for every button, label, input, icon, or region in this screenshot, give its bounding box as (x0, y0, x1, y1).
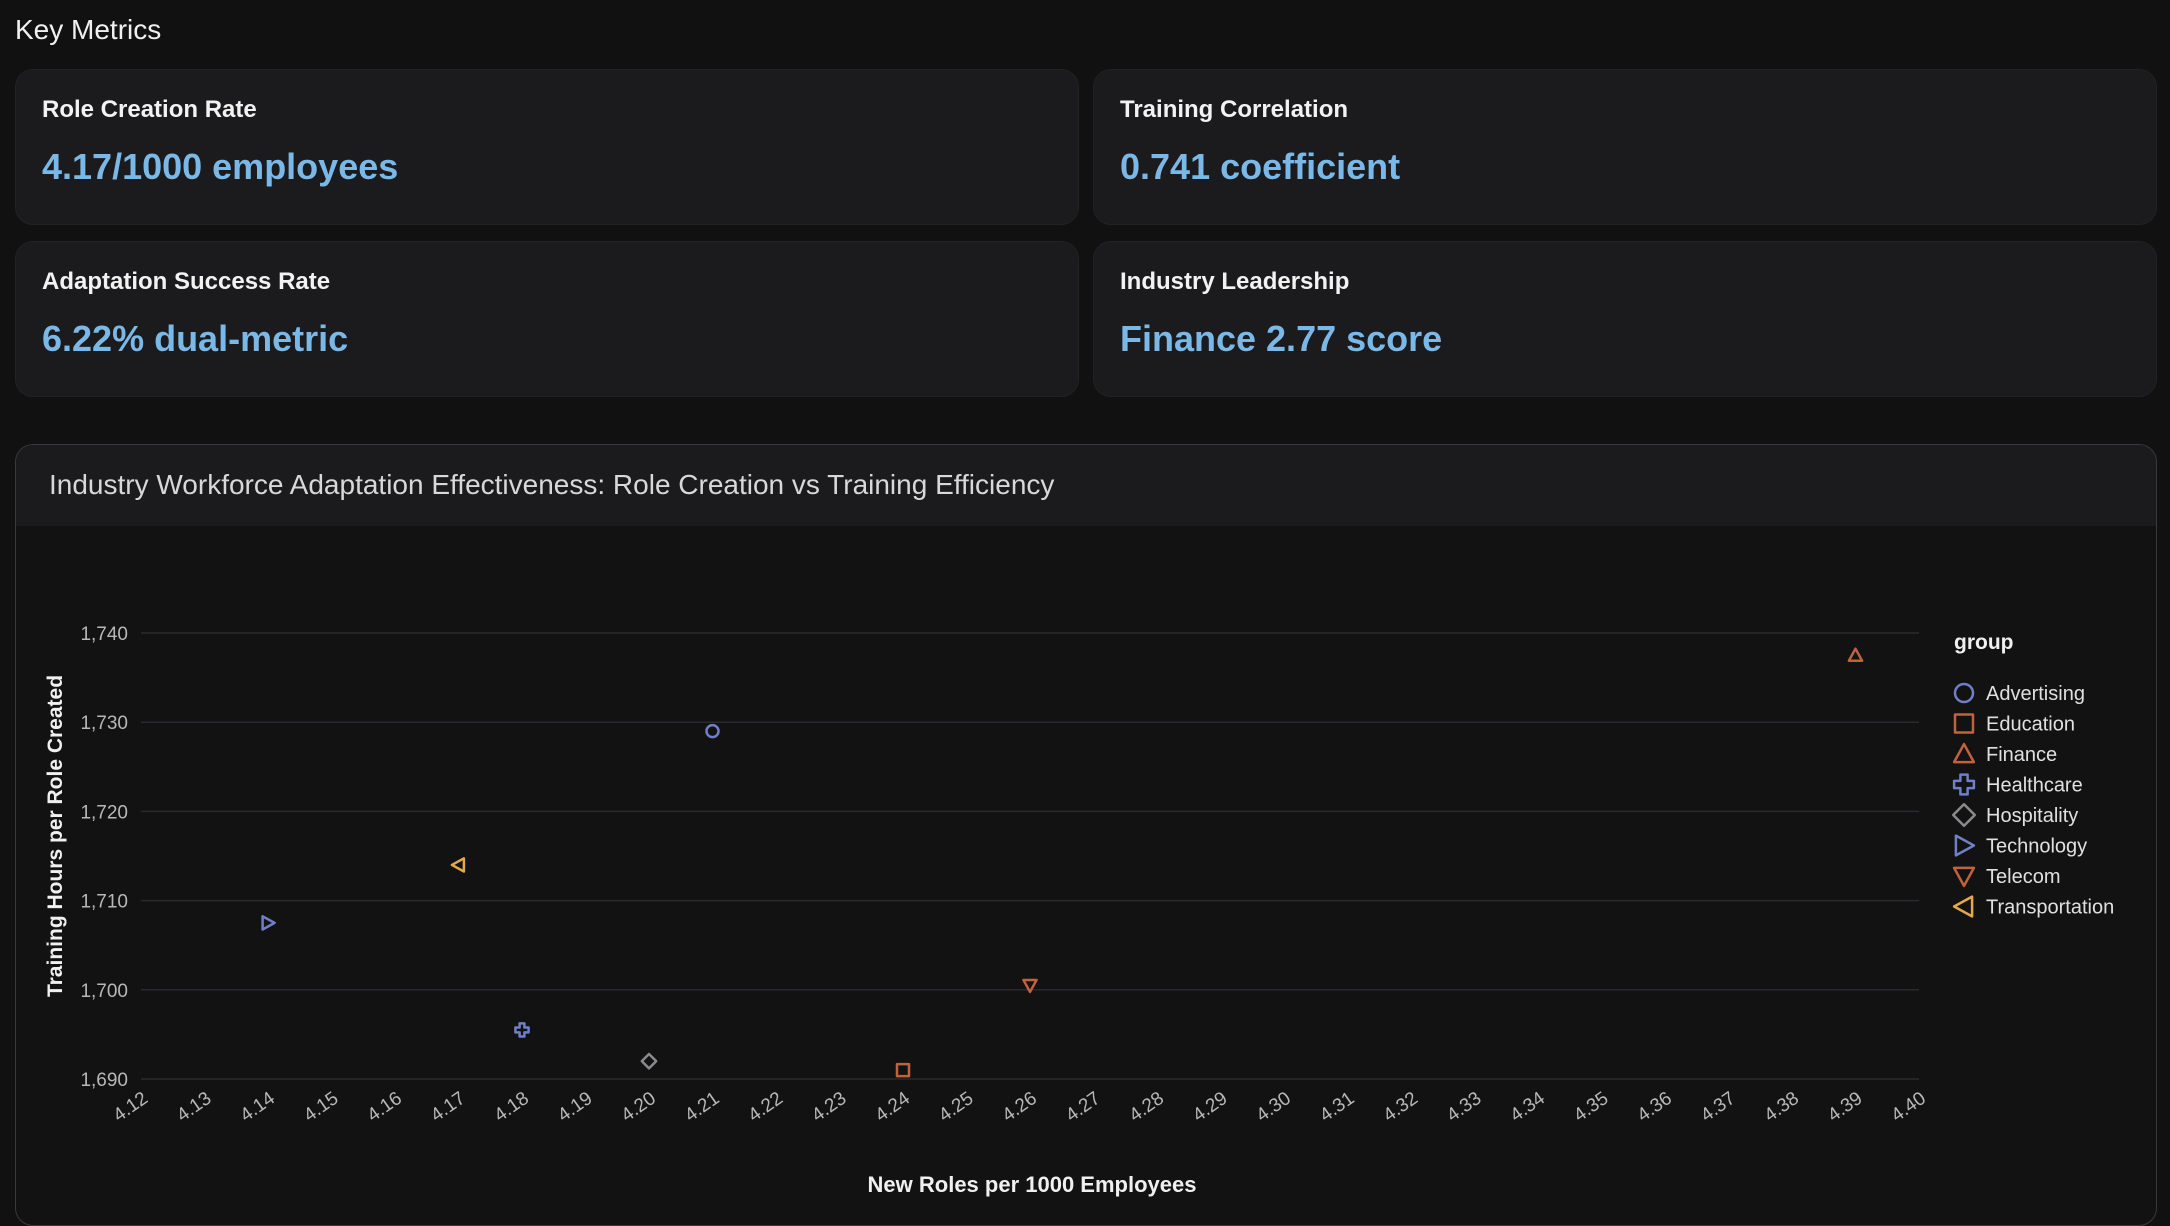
legend-items: Advertising Education Finance Healthcare Hos… (1951, 682, 2114, 919)
x-tick-label: 4.40 (1888, 1088, 1930, 1126)
metric-label: Role Creation Rate (42, 96, 257, 123)
x-tick-label: 4.24 (872, 1088, 915, 1127)
metric-card-role-creation: Role Creation Rate 4.17/1000 employees (15, 69, 1079, 225)
x-tick-label: 4.36 (1634, 1088, 1676, 1126)
x-tick-label: 4.28 (1126, 1088, 1168, 1126)
legend-marker-education (1953, 713, 1975, 734)
y-tick-label: 1,700 (80, 981, 128, 1002)
grid-layer (141, 632, 1919, 1080)
x-tick-label: 4.34 (1507, 1088, 1550, 1127)
y-axis-title: Training Hours per Role Created (44, 675, 67, 997)
y-tick-labels: 1,690 1,700 1,710 1,720 1,730 1,740 (80, 624, 128, 1091)
metric-value: 0.741 coefficient (1120, 146, 1401, 187)
metric-value: Finance 2.77 score (1120, 318, 1443, 359)
y-tick-label: 1,740 (80, 624, 128, 645)
data-point-hospitality (640, 1052, 658, 1070)
x-tick-label: 4.18 (491, 1088, 533, 1126)
y-tick-label: 1,730 (80, 713, 128, 734)
data-point-transportation (450, 857, 466, 873)
legend-marker-advertising (1953, 682, 1975, 704)
chart-panel: Industry Workforce Adaptation Effectiven… (15, 444, 2157, 1226)
metric-card-industry-leadership: Industry Leadership Finance 2.77 score (1093, 241, 2157, 397)
legend-label-transportation: Transportation (1986, 897, 2114, 919)
x-axis-title: New Roles per 1000 Employees (868, 1172, 1197, 1197)
data-point-education (895, 1062, 911, 1078)
metric-value: 4.17/1000 employees (42, 146, 399, 187)
y-tick-label: 1,690 (80, 1070, 128, 1091)
legend-label-technology: Technology (1986, 836, 2087, 858)
x-tick-label: 4.13 (173, 1088, 215, 1126)
x-tick-labels: 4.12 4.13 4.14 4.15 4.16 4.17 4.18 4.19 4.20 4.21… (110, 1088, 1930, 1127)
x-tick-label: 4.37 (1697, 1088, 1739, 1126)
x-tick-label: 4.23 (808, 1088, 850, 1126)
metric-card-adaptation-success: Adaptation Success Rate 6.22% dual-metri… (15, 241, 1079, 397)
x-tick-label: 4.16 (364, 1088, 406, 1126)
x-tick-label: 4.29 (1189, 1088, 1231, 1126)
metric-label: Industry Leadership (1120, 268, 1350, 295)
legend-label-hospitality: Hospitality (1986, 805, 2078, 827)
x-tick-label: 4.20 (618, 1088, 660, 1126)
legend-marker-transportation (1952, 895, 1974, 918)
data-point-finance (1847, 647, 1864, 662)
data-point-advertising (705, 723, 720, 739)
metric-card-training-correlation: Training Correlation 0.741 coefficient (1093, 69, 2157, 225)
y-tick-label: 1,720 (80, 802, 128, 823)
legend-label-healthcare: Healthcare (1986, 775, 2083, 797)
metric-label: Training Correlation (1120, 96, 1349, 123)
legend-marker-finance (1952, 742, 1976, 764)
legend-label-education: Education (1986, 714, 2075, 736)
x-tick-label: 4.35 (1570, 1088, 1612, 1126)
legend-label-advertising: Advertising (1986, 683, 2085, 705)
legend: group Advertising Education Finance Healthc… (1951, 631, 2114, 919)
x-tick-label: 4.39 (1824, 1088, 1866, 1126)
x-tick-label: 4.25 (935, 1088, 977, 1126)
legend-title: group (1954, 631, 2013, 654)
legend-marker-technology (1954, 834, 1976, 857)
data-points (261, 647, 1864, 1078)
section-title: Key Metrics (15, 14, 162, 45)
y-tick-label: 1,710 (80, 892, 128, 913)
chart-title: Industry Workforce Adaptation Effectiven… (49, 469, 1055, 500)
legend-marker-telecom (1952, 866, 1976, 888)
x-tick-label: 4.38 (1761, 1088, 1803, 1126)
data-point-technology (261, 915, 276, 931)
x-tick-label: 4.15 (300, 1088, 342, 1126)
legend-label-finance: Finance (1986, 744, 2057, 766)
x-tick-label: 4.14 (237, 1088, 280, 1127)
chart-header: Industry Workforce Adaptation Effectiven… (16, 445, 2156, 526)
x-tick-label: 4.32 (1380, 1088, 1422, 1126)
x-tick-label: 4.17 (427, 1088, 469, 1126)
x-tick-label: 4.31 (1316, 1088, 1358, 1126)
x-tick-label: 4.22 (745, 1088, 787, 1126)
x-tick-label: 4.21 (681, 1088, 723, 1126)
legend-marker-healthcare (1952, 773, 1976, 796)
x-tick-label: 4.12 (110, 1088, 152, 1126)
legend-label-telecom: Telecom (1986, 866, 2060, 888)
data-point-healthcare (514, 1022, 530, 1038)
metric-value: 6.22% dual-metric (42, 318, 349, 359)
metric-label: Adaptation Success Rate (42, 268, 331, 295)
legend-marker-hospitality (1951, 802, 1977, 828)
x-tick-label: 4.27 (1062, 1088, 1104, 1126)
x-tick-label: 4.30 (1253, 1088, 1295, 1126)
data-point-telecom (1022, 978, 1038, 994)
x-tick-label: 4.26 (999, 1088, 1041, 1126)
x-tick-label: 4.33 (1443, 1088, 1485, 1126)
x-tick-label: 4.19 (554, 1088, 596, 1126)
